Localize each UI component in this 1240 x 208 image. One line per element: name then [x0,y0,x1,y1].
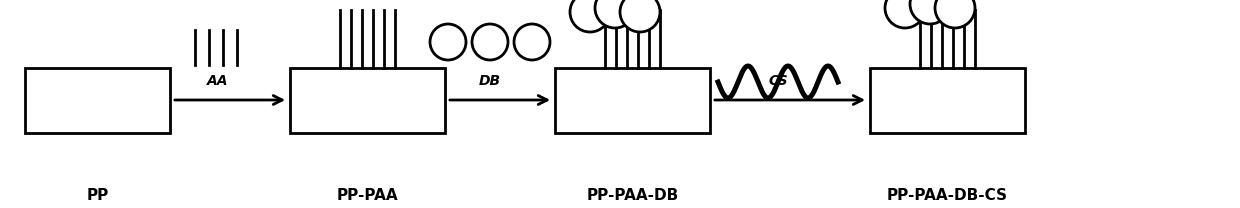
Text: AA: AA [207,74,228,88]
Text: PP-PAA-DB-CS: PP-PAA-DB-CS [887,187,1008,203]
Circle shape [885,0,925,28]
Text: PP-PAA-DB: PP-PAA-DB [587,187,678,203]
Circle shape [515,24,551,60]
Circle shape [620,0,660,32]
Text: CS: CS [769,74,787,88]
Circle shape [910,0,950,24]
Text: PP-PAA: PP-PAA [337,187,398,203]
Circle shape [570,0,610,32]
Circle shape [935,0,975,28]
Circle shape [430,24,466,60]
Bar [870,68,1025,133]
Circle shape [595,0,635,28]
Text: PP: PP [87,187,109,203]
Circle shape [472,24,508,60]
Bar [25,68,170,133]
Bar [556,68,711,133]
Bar [290,68,445,133]
Text: DB: DB [479,74,501,88]
